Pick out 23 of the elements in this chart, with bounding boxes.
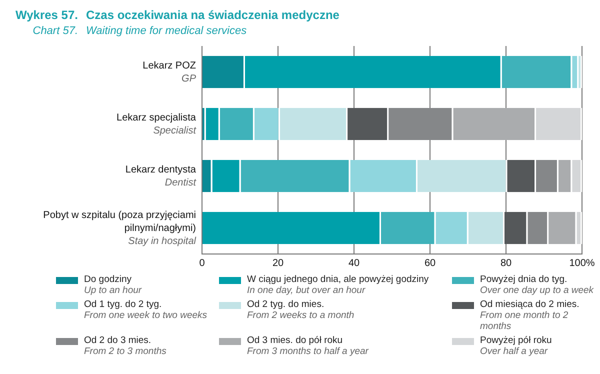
legend-label: Powyżej pół roku Over half a year (480, 335, 552, 357)
chart-subtitle: Waiting time for medical services (86, 25, 247, 37)
legend-label: Do godziny Up to an hour (84, 274, 142, 296)
legend-label: Od 1 tyg. do 2 tyg. From one week to two weeks (84, 299, 208, 321)
caption: Chart 57. (32, 25, 78, 37)
y-tick-label: Lekarz POZ GP (142, 60, 196, 84)
legend-label: Od 2 do 3 mies. From 2 to 3 months (84, 335, 166, 357)
legend-label: W ciągu jednego dnia, ale powyżej godziny In one day, but over an hour (247, 274, 429, 296)
x-tick-label: 20 (272, 258, 284, 269)
text: Wykres 57. (14, 8, 78, 22)
legend-label: Od miesiąca do 2 mies. From one month to 2 months (480, 299, 580, 332)
x-tick-label: 100% (569, 258, 595, 269)
y-tick-label: Pobyt w szpitalu (poza przyjęciami pilnymi/nagłymi) Stay in hospital (43, 210, 197, 247)
legend-label: Powyżej dnia do tyg. Over one day up to a week (480, 274, 594, 296)
x-tick-label: 0 (199, 258, 206, 269)
x-tick-label: 80 (500, 258, 512, 269)
x-tick-label: 40 (348, 258, 360, 269)
legend-label: Od 3 mies. do pół roku From 3 months to half a year (247, 335, 368, 357)
y-tick-label: Lekarz dentysta Dentist (125, 164, 198, 188)
y-tick-label: Lekarz specjalista Specialist (116, 112, 198, 136)
x-tick-label: 60 (424, 258, 436, 269)
chart-title: Czas oczekiwania na świadczenia medyczne (86, 8, 340, 22)
legend-label: Od 2 tyg. do mies. From 2 weeks to a month (247, 299, 354, 321)
